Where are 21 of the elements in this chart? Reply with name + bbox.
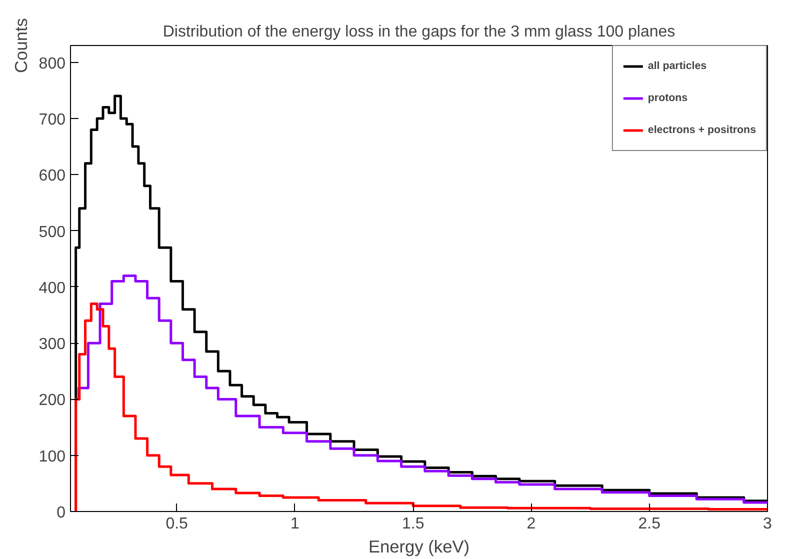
y-tick-label: 300	[38, 336, 66, 354]
y-tick-label: 600	[38, 168, 66, 185]
y-tick-label: 0	[56, 504, 66, 522]
legend-label: protons	[648, 92, 688, 104]
x-axis-title: Energy (keV)	[368, 536, 470, 556]
x-tick-label: 1.5	[402, 516, 424, 532]
legend-label: all particles	[648, 60, 707, 72]
y-tick-label: 100	[38, 448, 66, 466]
x-tick-label: 3	[763, 516, 772, 532]
y-tick-label: 200	[38, 392, 66, 410]
x-tick-label: 2	[526, 516, 536, 532]
y-axis-title: Counts	[10, 18, 31, 73]
y-tick-label: 800	[38, 55, 66, 72]
y-tick-label: 400	[38, 280, 66, 297]
y-tick-label: 700	[38, 111, 66, 128]
x-tick-label: 0.5	[166, 516, 188, 532]
x-tick-label: 2.5	[638, 516, 661, 532]
x-tick-label: 1	[290, 516, 300, 532]
legend-label: electrons + positrons	[648, 124, 756, 136]
y-tick-label: 500	[38, 224, 66, 241]
chart-title: Distribution of the energy loss in the gaps for the 3 mm glass 100 planes	[162, 24, 676, 40]
